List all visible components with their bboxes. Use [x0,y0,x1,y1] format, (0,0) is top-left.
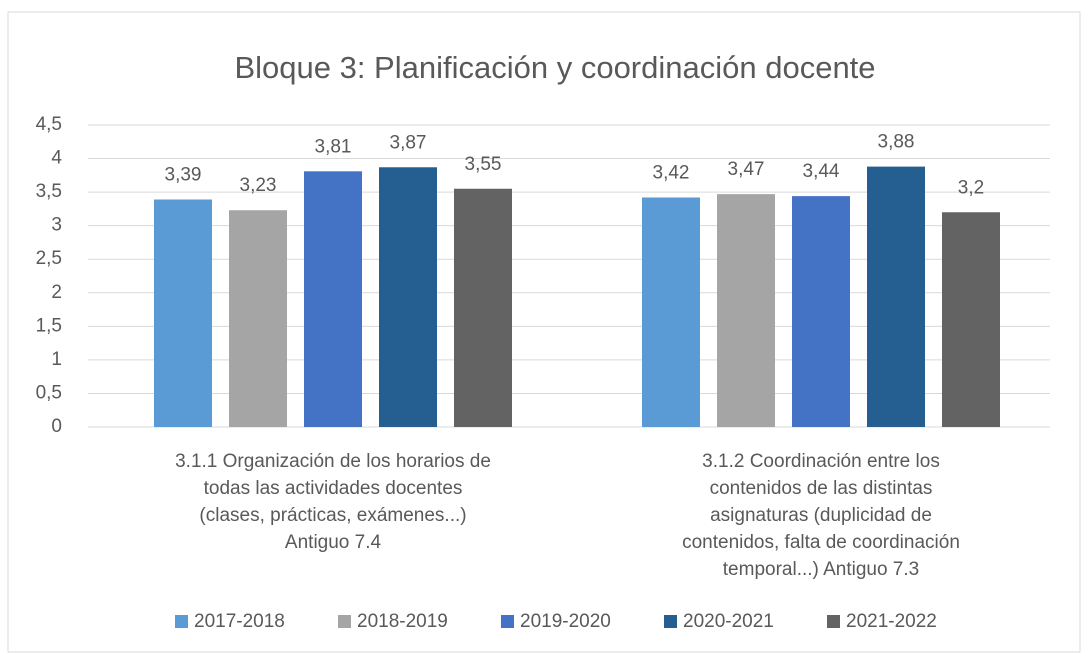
data-label: 3,23 [240,175,277,196]
bar [792,196,850,427]
bar [867,166,925,427]
data-label: 3,2 [958,177,984,198]
y-tick-label: 0 [51,416,62,437]
data-label: 3,47 [728,159,765,180]
data-label: 3,39 [165,165,202,186]
legend-swatch [664,615,677,628]
y-tick-label: 1 [51,349,62,370]
x-tick-label-box: 3.1.2 Coordinación entre los contenidos … [682,451,960,580]
y-tick-label: 2 [51,282,62,303]
y-tick-label: 1,5 [36,315,62,336]
x-tick-label: 3.1.2 Coordinación entre los contenidos … [682,451,960,580]
y-tick-label: 3,5 [36,181,62,202]
legend-label: 2017-2018 [194,611,285,632]
bar [717,194,775,427]
legend-label: 2019-2020 [520,611,611,632]
legend-swatch [338,615,351,628]
legend-label: 2020-2021 [683,611,774,632]
y-tick-label: 3 [51,215,62,236]
bar [942,212,1000,427]
data-label: 3,88 [878,132,915,153]
y-tick-label: 4,5 [36,114,62,135]
data-label: 3,87 [390,132,427,153]
data-label: 3,81 [315,136,352,157]
y-tick-label: 4 [51,148,62,169]
legend-swatch [827,615,840,628]
y-tick-label: 0,5 [36,382,62,403]
chart-title: Bloque 3: Planificación y coordinación d… [234,50,875,85]
bar [154,199,212,427]
legend-label: 2018-2019 [357,611,448,632]
legend-label: 2021-2022 [846,611,937,632]
legend-swatch [175,615,188,628]
bar [304,171,362,427]
x-tick-label: 3.1.1 Organización de los horarios de to… [175,451,491,553]
data-label: 3,55 [465,154,502,175]
legend-swatch [501,615,514,628]
y-tick-label: 2,5 [36,248,62,269]
bar [229,210,287,427]
x-tick-label-box: 3.1.1 Organización de los horarios de to… [175,451,491,553]
data-label: 3,42 [653,162,690,183]
bar [454,188,512,427]
bar [642,197,700,427]
data-label: 3,44 [803,161,840,182]
bar [379,167,437,427]
